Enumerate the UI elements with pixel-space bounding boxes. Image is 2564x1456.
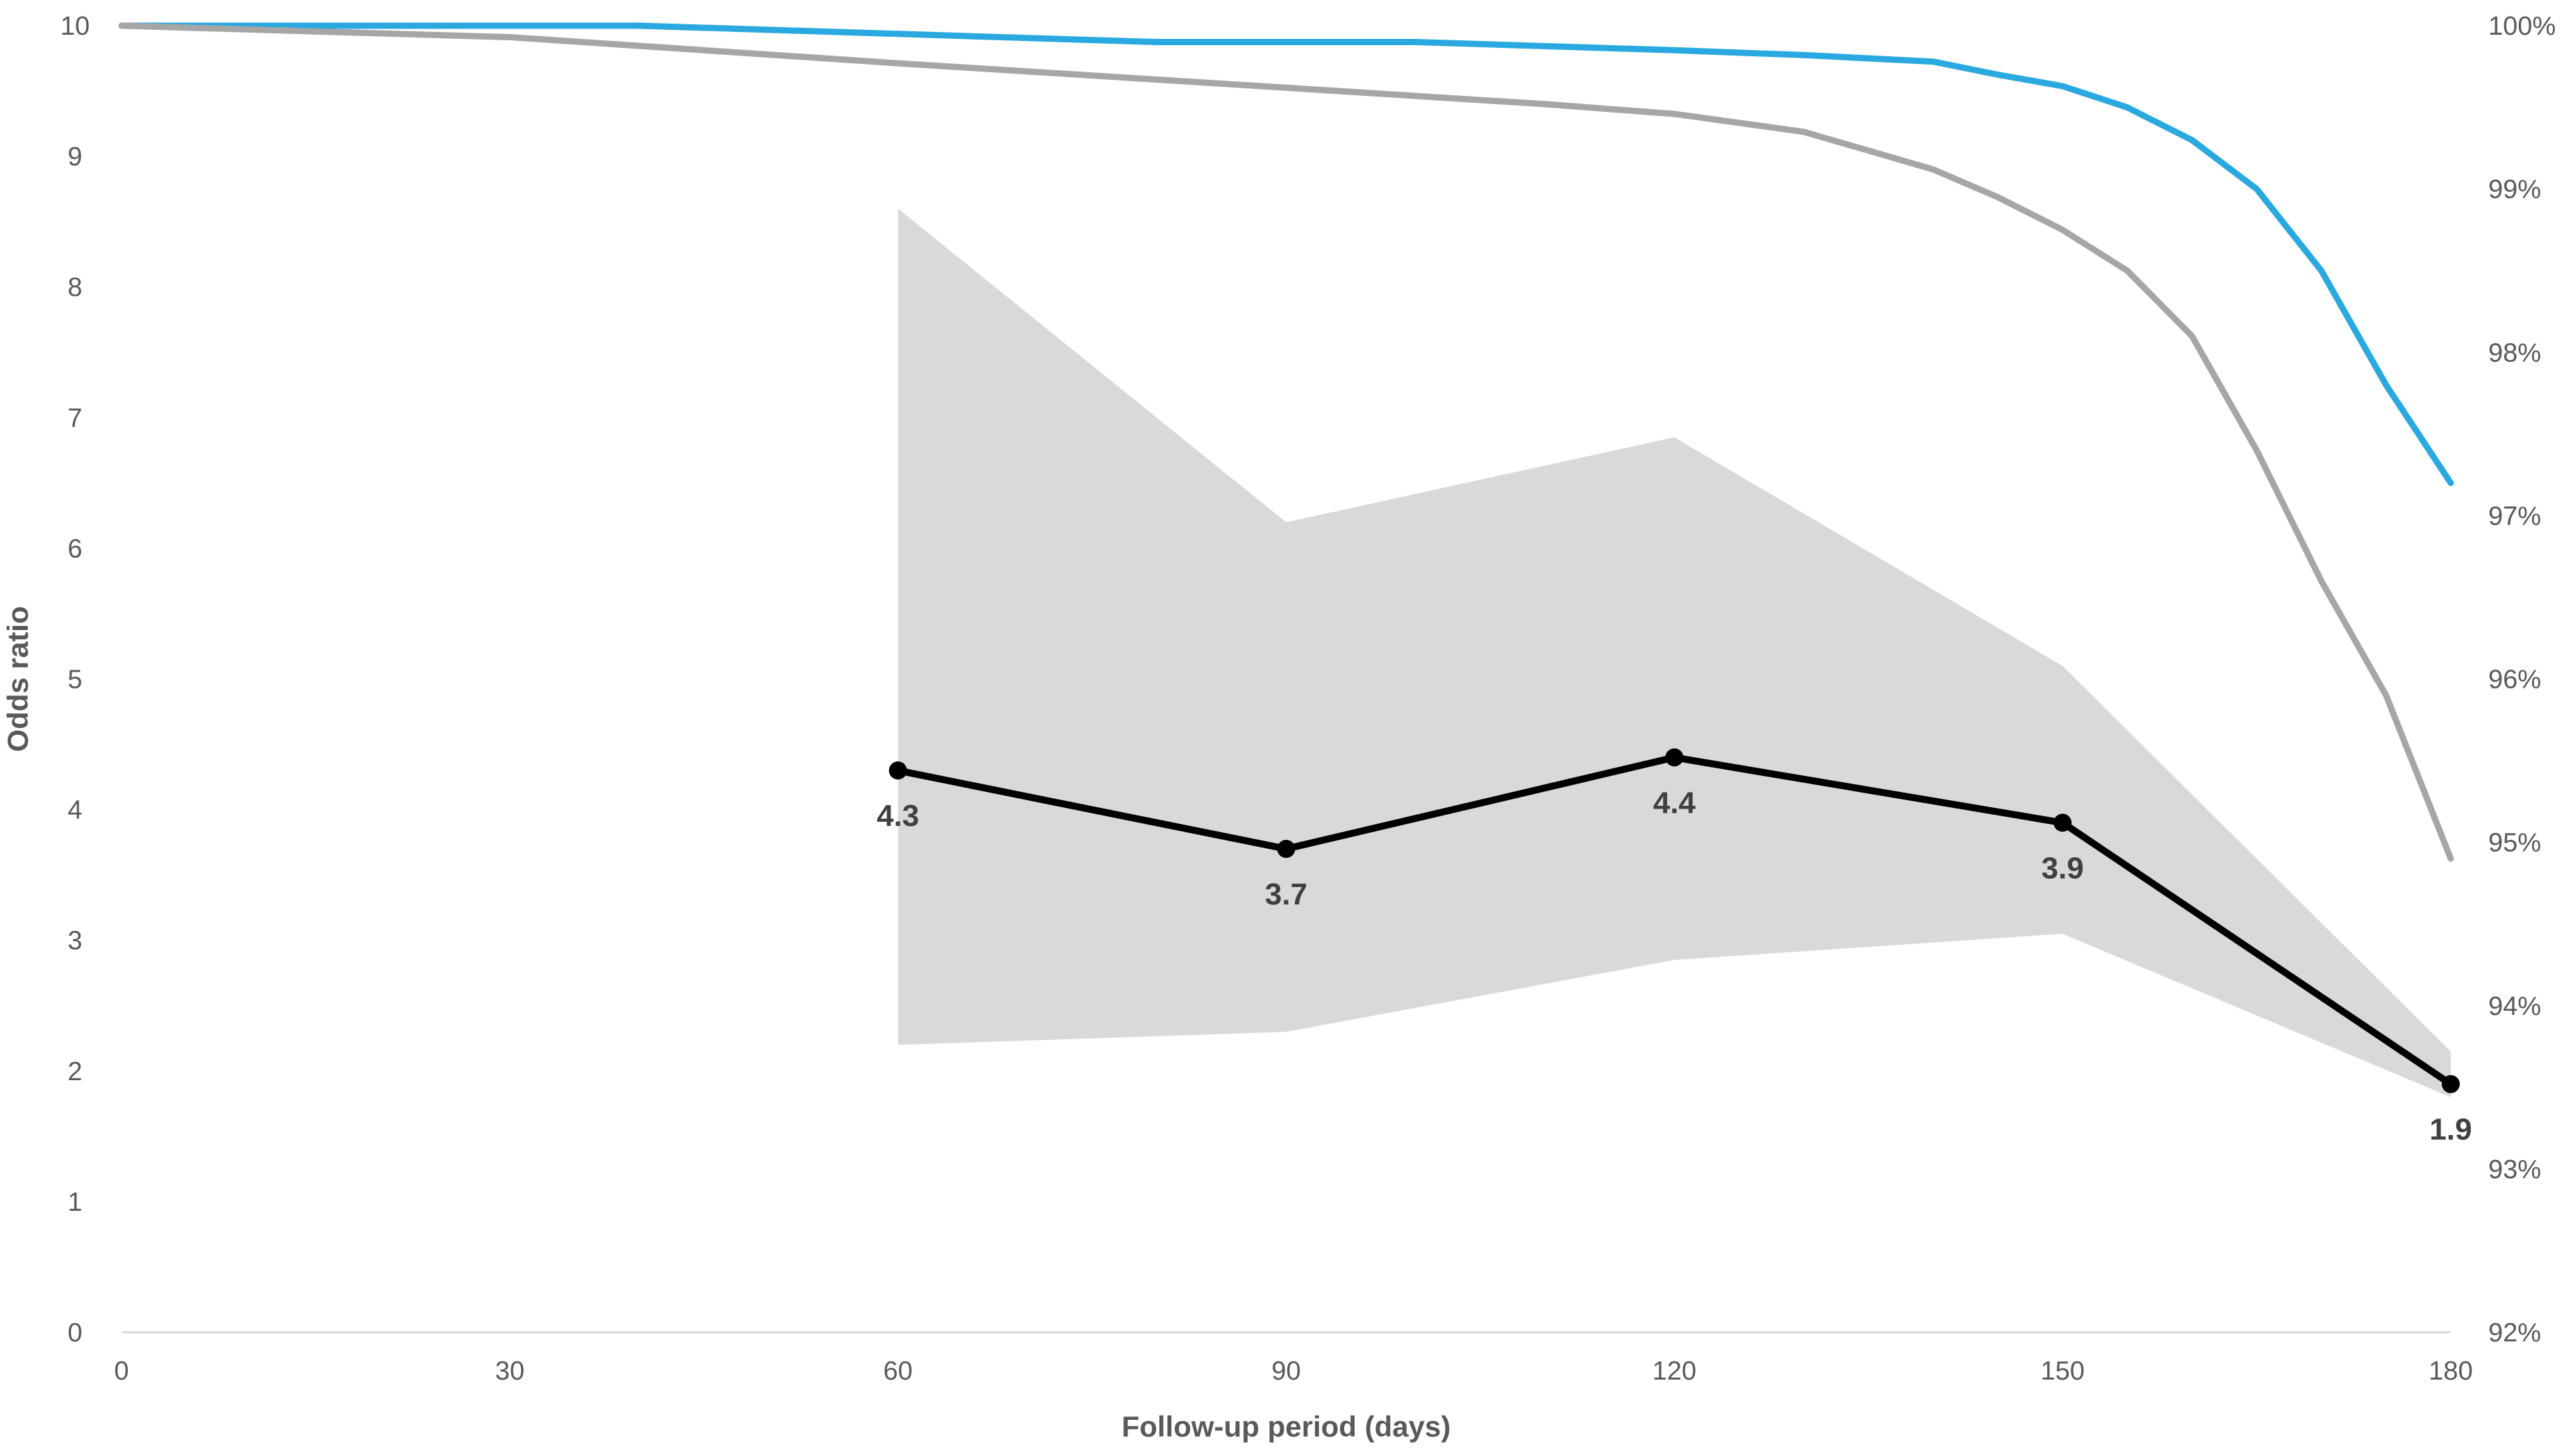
y-tick-label: 3	[67, 927, 82, 956]
survival-curve-1	[118, 22, 2454, 486]
y-tick-label: 9	[67, 142, 82, 172]
markers-layer	[888, 748, 2460, 1093]
y-tick-label: 10	[60, 12, 90, 41]
y-tick-label: 4	[67, 796, 82, 825]
odds-ratio-data-label: 4.4	[1653, 786, 1696, 820]
y-tick-label: 7	[67, 404, 82, 433]
odds-ratio-point	[1665, 748, 1684, 767]
confidence-band	[898, 208, 2451, 1098]
y2-tick-label: 95%	[2488, 829, 2541, 858]
y2-tick-label: 92%	[2488, 1318, 2541, 1348]
odds-ratio-data-label: 4.3	[877, 799, 919, 833]
y2-tick-label: 96%	[2488, 665, 2541, 695]
y2-tick-label: 100%	[2488, 12, 2556, 41]
y-tick-label: 2	[67, 1057, 82, 1086]
y-axis-title: Odds ratio	[1, 606, 34, 752]
y-tick-label: 0	[67, 1318, 82, 1348]
y2-tick-label: 98%	[2488, 338, 2541, 367]
survival-curve-2	[118, 22, 2454, 862]
confidence-band-layer	[898, 208, 2451, 1098]
y-tick-label: 8	[67, 273, 82, 302]
x-axis-title: Follow-up period (days)	[1122, 1410, 1451, 1443]
y2-tick-label: 94%	[2488, 992, 2541, 1021]
odds-ratio-data-label: 3.7	[1265, 877, 1307, 911]
y-tick-label: 6	[67, 534, 82, 563]
odds-ratio-point	[2442, 1075, 2460, 1093]
odds-ratio-data-label: 1.9	[2429, 1113, 2472, 1147]
x-tick-label: 0	[114, 1357, 129, 1386]
x-tick-label: 60	[884, 1357, 913, 1386]
x-tick-label: 150	[2040, 1357, 2084, 1386]
x-tick-label: 120	[1653, 1357, 1696, 1386]
y-tick-label: 5	[67, 665, 82, 695]
x-tick-label: 180	[2429, 1357, 2472, 1386]
odds-ratio-point	[2053, 813, 2072, 832]
y2-tick-label: 99%	[2488, 175, 2541, 204]
y-tick-label: 1	[67, 1188, 82, 1217]
labels-layer: 0 30 60 90 120 150 180 0 1 2 3 4 5 6 7 8 9 10 92% 93% 94% 95%…	[1, 12, 2556, 1443]
y2-tick-label: 93%	[2488, 1155, 2541, 1184]
odds-ratio-data-label: 3.9	[2042, 851, 2084, 885]
odds-ratio-point	[1277, 840, 1296, 859]
x-tick-label: 30	[495, 1357, 524, 1386]
odds-ratio-point	[888, 761, 907, 780]
x-tick-label: 90	[1271, 1357, 1300, 1386]
y2-tick-label: 97%	[2488, 502, 2541, 531]
